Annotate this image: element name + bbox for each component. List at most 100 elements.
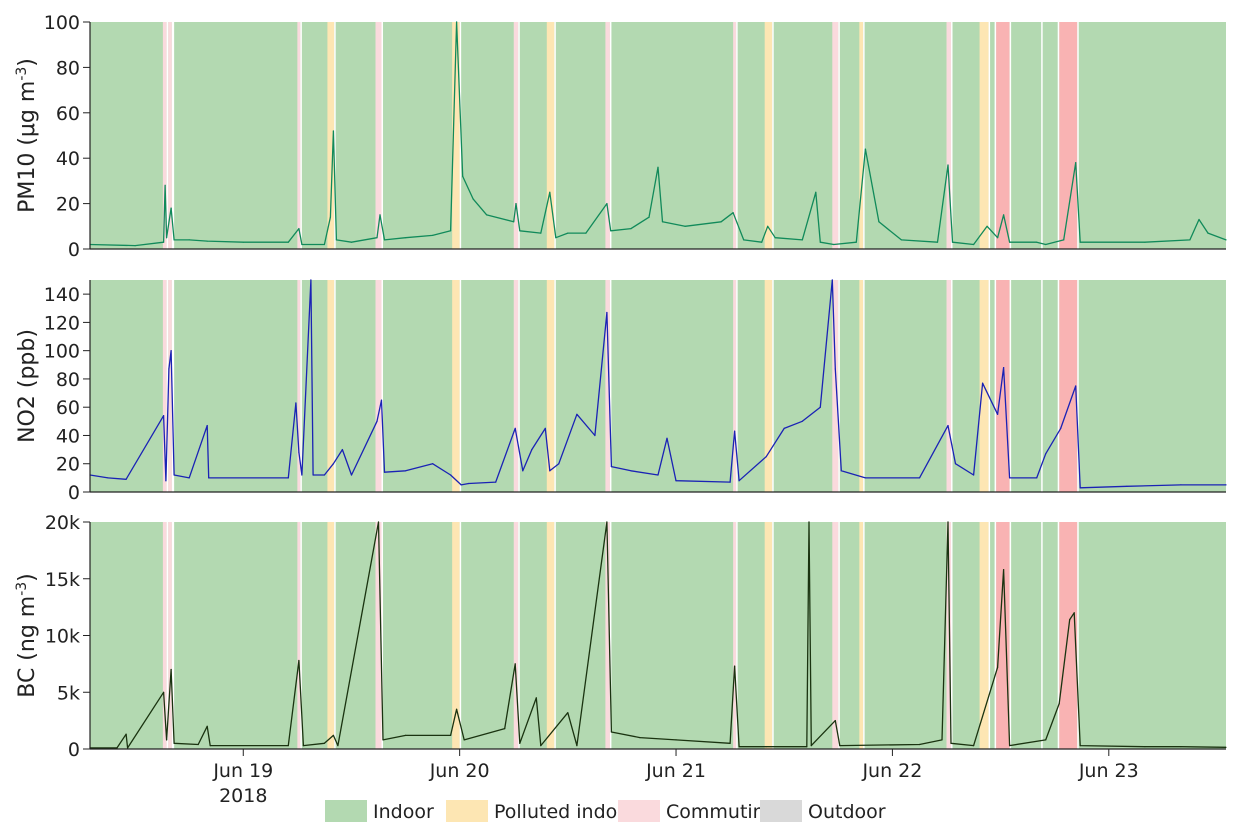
period-gap (1077, 522, 1079, 749)
period-gap (459, 522, 462, 749)
data-point (495, 481, 497, 483)
legend-label: Outdoor (808, 801, 886, 823)
data-point (997, 237, 999, 239)
data-point (1009, 745, 1011, 747)
y-axis-label: BC (ng m-3) (14, 573, 40, 698)
data-point (298, 228, 300, 230)
data-point (729, 742, 731, 744)
period-gap (1077, 22, 1079, 249)
data-point (729, 481, 731, 483)
period-gap (838, 522, 840, 749)
data-point (329, 216, 331, 218)
period-gap (381, 280, 384, 492)
period-band (832, 22, 839, 249)
data-point (815, 191, 817, 193)
period-band (764, 280, 773, 492)
period-gap (736, 280, 738, 492)
panel-background (90, 22, 1226, 249)
data-point (209, 745, 211, 747)
data-point (405, 734, 407, 737)
period-gap (300, 22, 302, 249)
data-point (287, 745, 289, 747)
data-point (767, 225, 769, 227)
data-point (335, 239, 337, 241)
data-point (332, 734, 334, 737)
data-point (834, 720, 836, 722)
data-point (1180, 746, 1182, 748)
data-point (456, 708, 458, 710)
period-gap (1057, 22, 1060, 249)
y-axis-label: NO2 (ppb) (15, 329, 40, 443)
data-point (188, 239, 190, 241)
data-point (163, 241, 165, 243)
period-band (605, 280, 610, 492)
data-point (947, 425, 949, 427)
data-point (405, 470, 407, 472)
period-gap (1057, 280, 1060, 492)
data-point (462, 175, 464, 177)
period-band (452, 280, 460, 492)
period-gap (951, 22, 953, 249)
data-point (774, 237, 776, 239)
period-band (513, 22, 519, 249)
data-point (606, 203, 608, 205)
period-band (375, 522, 382, 749)
data-point (170, 350, 172, 352)
period-gap (736, 522, 738, 749)
period-gap (863, 280, 865, 492)
data-point (450, 230, 452, 232)
period-gap (994, 22, 997, 249)
data-point (504, 728, 506, 730)
data-point (173, 474, 175, 476)
data-point (515, 203, 517, 205)
data-point (341, 449, 343, 451)
period-band (162, 22, 167, 249)
data-point (173, 239, 175, 241)
data-point (947, 164, 949, 166)
data-point (801, 239, 803, 241)
x-tick-label: Jun 23 (1078, 760, 1139, 782)
data-point (810, 745, 812, 747)
panel-3: 0 5k 10k 15k 20k BC (ng m-3) (14, 512, 1227, 761)
data-point (666, 437, 668, 439)
period-gap (609, 280, 612, 492)
period-band (327, 22, 335, 249)
data-point (208, 477, 210, 479)
period-gap (166, 522, 169, 749)
data-point (720, 221, 722, 223)
data-point (606, 521, 608, 523)
period-band (764, 522, 773, 749)
data-point (834, 368, 836, 370)
data-point (298, 659, 300, 662)
data-point (801, 420, 803, 422)
y-tick-label: 5k (57, 682, 80, 704)
period-band (979, 22, 989, 249)
period-gap (736, 22, 738, 249)
data-point (864, 477, 867, 479)
y-tick-label: 100 (44, 12, 80, 34)
period-band (297, 22, 301, 249)
period-gap (518, 22, 520, 249)
data-point (1207, 232, 1209, 234)
data-point (1079, 241, 1081, 243)
period-band (327, 280, 335, 492)
period-gap (554, 522, 556, 749)
data-point (986, 225, 988, 227)
data-point (918, 743, 921, 746)
data-point (540, 745, 542, 747)
period-band (297, 522, 301, 749)
data-point (1075, 162, 1077, 164)
data-point (287, 477, 289, 479)
period-gap (300, 280, 302, 492)
data-point (1079, 745, 1081, 747)
data-point (1060, 427, 1062, 429)
data-point (544, 427, 546, 429)
period-gap (838, 22, 840, 249)
data-point (878, 221, 880, 223)
period-band (546, 22, 555, 249)
y-tick-label: 140 (44, 284, 80, 306)
period-gap (334, 22, 336, 249)
legend-swatch (446, 800, 488, 822)
data-point (432, 463, 434, 465)
panel-1: 0 20 40 60 80 100 PM10 (μg m-3) (14, 12, 1227, 261)
